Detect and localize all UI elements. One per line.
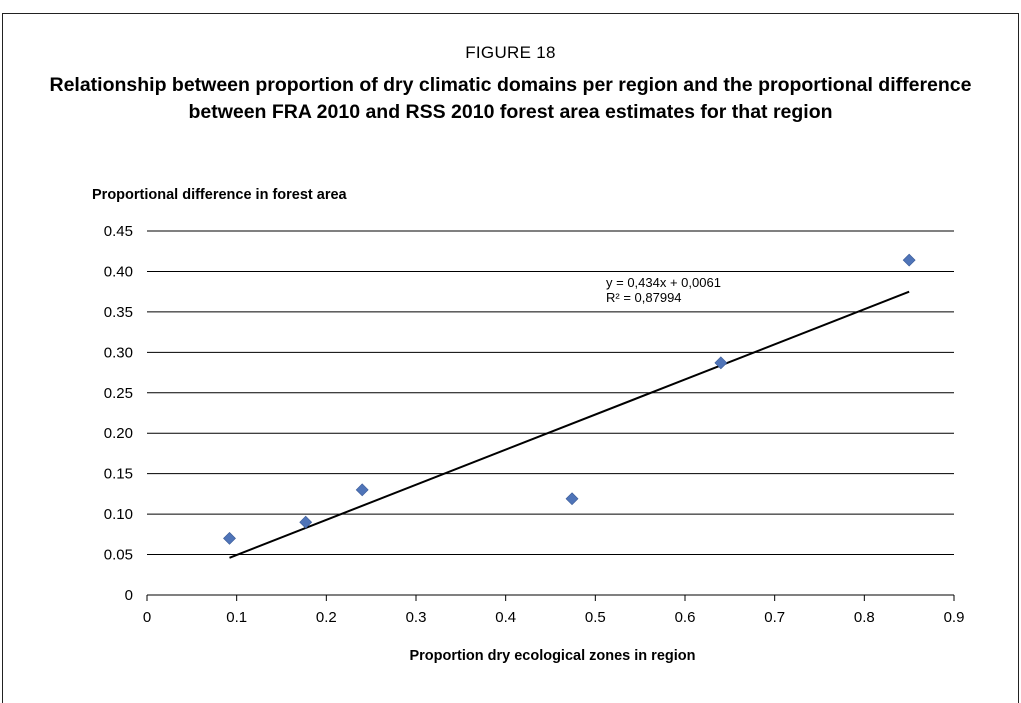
figure-label: FIGURE 18 — [465, 43, 556, 62]
x-tick-label: 0.4 — [495, 609, 516, 626]
y-tick-label: 0.15 — [104, 466, 133, 483]
x-tick-labels: 0 0.1 0.2 0.3 0.4 0.5 0.6 0.7 0.8 0.9 — [143, 609, 965, 626]
x-tick-label: 0.7 — [764, 609, 785, 626]
y-tick-labels: 0 0.05 0.10 0.15 0.20 0.25 0.30 0.35 0.40 0.45 — [104, 223, 133, 604]
y-axis-title: Proportional difference in forest area — [92, 187, 348, 203]
x-tick-label: 0.9 — [944, 609, 965, 626]
y-tick-label: 0.40 — [104, 263, 133, 280]
r-squared-label: R² = 0,87994 — [606, 290, 682, 305]
trendline-equation: y = 0,434x + 0,0061 — [606, 275, 721, 290]
x-tick-label: 0.6 — [675, 609, 696, 626]
x-tick-label: 0.2 — [316, 609, 337, 626]
y-tick-label: 0.05 — [104, 547, 133, 564]
y-tick-label: 0.10 — [104, 506, 133, 523]
figure-frame — [2, 13, 1019, 703]
x-tick-label: 0.3 — [406, 609, 427, 626]
figure-title: Relationship between proportion of dry c… — [49, 74, 972, 123]
y-tick-label: 0.45 — [104, 223, 133, 240]
trendline — [229, 290, 910, 559]
data-points — [223, 253, 916, 545]
data-point — [355, 483, 369, 497]
data-point — [902, 253, 916, 267]
x-tick-label: 0.5 — [585, 609, 606, 626]
x-tick-label: 0 — [143, 609, 151, 626]
y-tick-label: 0.30 — [104, 344, 133, 361]
y-tick-label: 0.25 — [104, 385, 133, 402]
y-tick-label: 0.35 — [104, 304, 133, 321]
y-tick-label: 0.20 — [104, 425, 133, 442]
gridlines — [146, 230, 955, 601]
data-point — [714, 356, 728, 370]
data-point — [565, 492, 579, 506]
data-point — [299, 515, 313, 529]
x-tick-label: 0.1 — [226, 609, 247, 626]
x-axis-title: Proportion dry ecological zones in regio… — [409, 648, 695, 664]
y-tick-label: 0 — [125, 587, 133, 604]
data-point — [223, 531, 236, 545]
x-tick-label: 0.8 — [854, 609, 875, 626]
